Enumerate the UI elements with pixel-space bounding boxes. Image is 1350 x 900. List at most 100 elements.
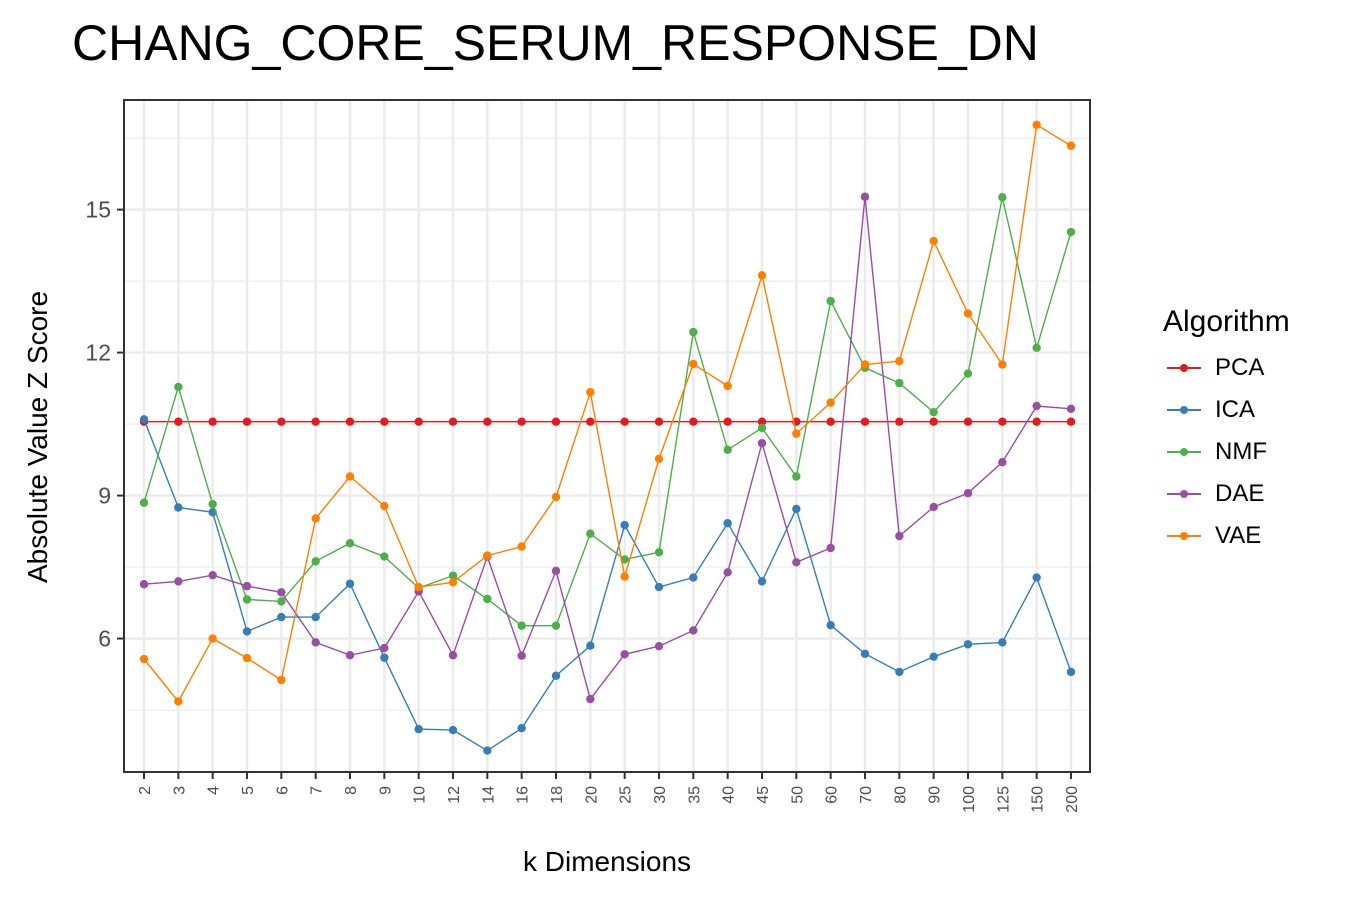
- point-pca-5: [242, 417, 252, 426]
- point-ica-2: [139, 415, 149, 424]
- legend-label: ICA: [1215, 396, 1256, 423]
- point-pca-9: [380, 417, 389, 426]
- point-vae-45: [757, 271, 767, 280]
- point-dae-90: [929, 502, 938, 512]
- x-tick-label: 200: [1064, 786, 1081, 813]
- point-ica-35: [689, 573, 698, 582]
- point-dae-150: [1032, 401, 1041, 411]
- point-ica-150: [1032, 573, 1041, 582]
- point-nmf-12: [448, 571, 458, 580]
- series-line-vae: [143, 123, 1072, 703]
- point-nmf-20: [586, 529, 595, 538]
- x-tick-label: 6: [274, 786, 291, 795]
- point-ica-5: [242, 627, 252, 636]
- point-dae-100: [963, 488, 973, 498]
- point-vae-150: [1032, 120, 1041, 129]
- point-pca-100: [963, 417, 973, 426]
- point-vae-60: [826, 398, 835, 407]
- legend-label: VAE: [1215, 522, 1262, 549]
- x-tick-label: 100: [961, 786, 978, 813]
- legend-label: DAE: [1215, 480, 1265, 507]
- point-ica-100: [963, 640, 973, 649]
- point-nmf-8: [345, 539, 355, 548]
- point-dae-25: [620, 650, 629, 659]
- point-ica-7: [311, 612, 320, 622]
- x-tick-label: 60: [824, 786, 841, 804]
- point-dae-18: [551, 566, 561, 576]
- point-vae-18: [551, 492, 561, 502]
- point-nmf-5: [242, 595, 252, 604]
- point-pca-6: [277, 417, 286, 426]
- legend-key: [1163, 515, 1205, 557]
- point-ica-18: [551, 671, 561, 680]
- legend-title: Algorithm: [1163, 305, 1290, 338]
- point-vae-14: [483, 551, 492, 560]
- point-nmf-200: [1066, 227, 1076, 237]
- x-tick-label: 8: [343, 786, 360, 795]
- point-ica-3: [174, 503, 183, 512]
- point-dae-4: [208, 570, 217, 580]
- y-axis-label: Absolute Value Z Score: [22, 290, 53, 584]
- y-tick-label: 6: [98, 626, 111, 652]
- point-ica-16: [517, 723, 526, 733]
- legend: Algorithm PCA ICA NMF DAE VAE: [1163, 305, 1290, 557]
- x-tick-label: 150: [1030, 786, 1047, 813]
- x-tick-label: 5: [240, 786, 257, 795]
- x-tick-label: 14: [480, 786, 497, 804]
- point-ica-9: [380, 653, 389, 662]
- point-dae-6: [277, 588, 286, 597]
- point-ica-12: [448, 725, 458, 735]
- x-tick-label: 90: [927, 786, 944, 804]
- point-pca-14: [483, 417, 492, 426]
- point-dae-5: [242, 581, 252, 591]
- legend-label: NMF: [1215, 438, 1267, 465]
- point-vae-80: [895, 356, 904, 366]
- x-tick-label: 4: [206, 786, 223, 795]
- point-nmf-40: [723, 445, 732, 455]
- x-tick-label: 10: [412, 786, 429, 804]
- point-dae-40: [723, 568, 732, 577]
- point-dae-3: [174, 577, 183, 586]
- point-vae-20: [586, 387, 595, 397]
- x-tick-label: 70: [858, 786, 875, 804]
- point-dae-2: [139, 580, 149, 589]
- point-nmf-60: [826, 296, 835, 306]
- point-pca-12: [448, 417, 458, 426]
- series-line-dae: [143, 196, 1072, 701]
- y-tick-label: 15: [85, 197, 111, 223]
- point-ica-200: [1066, 667, 1076, 677]
- x-tick-label: 7: [309, 786, 326, 795]
- point-dae-12: [448, 651, 458, 660]
- point-dae-35: [689, 626, 698, 635]
- y-tick-label: 9: [98, 483, 111, 509]
- point-vae-35: [689, 359, 698, 369]
- point-vae-70: [860, 360, 870, 369]
- point-vae-10: [414, 582, 423, 592]
- x-tick-label: 16: [515, 786, 532, 804]
- plot-border: [123, 99, 1091, 773]
- point-nmf-4: [208, 499, 217, 509]
- point-dae-60: [826, 543, 835, 553]
- point-dae-30: [654, 641, 664, 651]
- point-vae-5: [242, 653, 252, 663]
- point-nmf-30: [654, 548, 664, 557]
- point-nmf-18: [551, 621, 561, 630]
- point-pca-8: [345, 417, 355, 426]
- x-tick-label: 9: [377, 786, 394, 795]
- point-nmf-35: [689, 327, 698, 337]
- point-nmf-100: [963, 369, 973, 378]
- point-ica-25: [620, 520, 629, 530]
- x-tick-label: 35: [686, 786, 703, 804]
- point-pca-25: [620, 417, 629, 426]
- point-pca-90: [929, 417, 938, 426]
- point-dae-200: [1066, 404, 1076, 414]
- point-pca-200: [1066, 417, 1076, 426]
- point-nmf-7: [311, 557, 320, 566]
- point-pca-35: [689, 417, 698, 426]
- point-pca-125: [998, 417, 1007, 426]
- series-line-nmf: [143, 197, 1072, 627]
- point-vae-6: [277, 675, 286, 685]
- point-nmf-125: [998, 193, 1007, 202]
- point-vae-8: [345, 472, 355, 481]
